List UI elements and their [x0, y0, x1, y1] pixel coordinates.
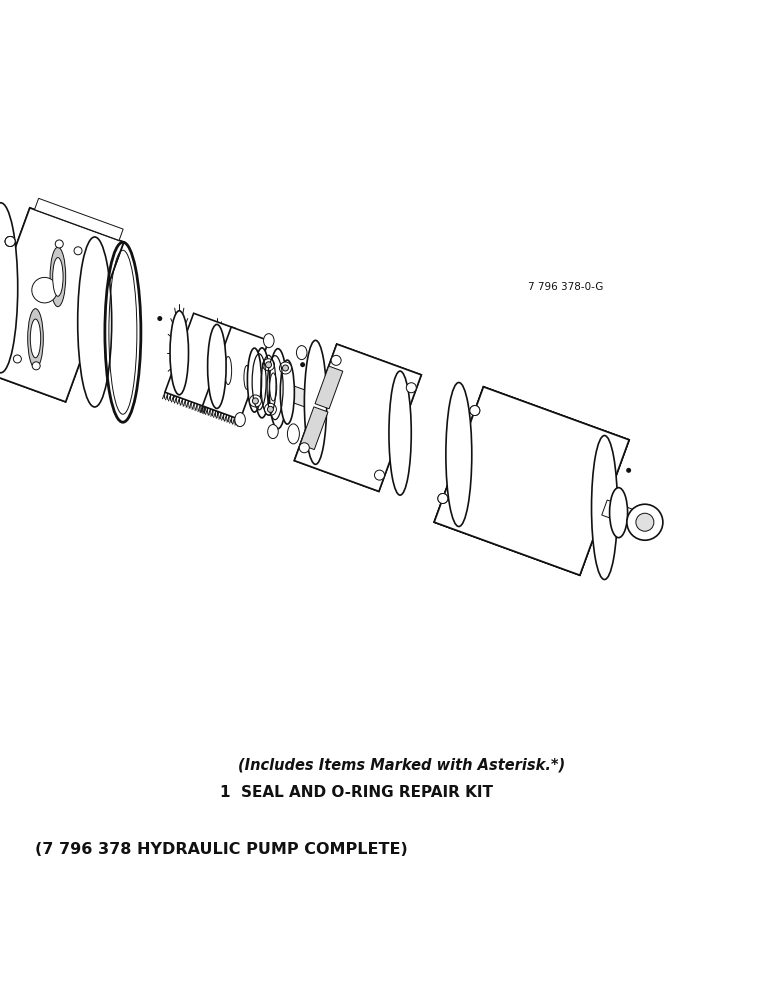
Ellipse shape — [30, 319, 41, 358]
Ellipse shape — [28, 309, 43, 368]
Circle shape — [636, 513, 654, 531]
Ellipse shape — [287, 424, 300, 444]
Polygon shape — [177, 345, 318, 410]
Polygon shape — [434, 387, 629, 575]
Circle shape — [32, 362, 40, 370]
Circle shape — [266, 362, 272, 368]
Polygon shape — [227, 360, 251, 389]
Ellipse shape — [78, 237, 112, 407]
Ellipse shape — [280, 360, 294, 424]
Ellipse shape — [591, 436, 618, 580]
Polygon shape — [601, 500, 645, 529]
Ellipse shape — [296, 346, 307, 360]
Polygon shape — [294, 344, 422, 491]
Circle shape — [300, 362, 305, 367]
Ellipse shape — [610, 488, 628, 538]
Polygon shape — [434, 387, 629, 575]
Text: (7 796 378 HYDRAULIC PUMP COMPLETE): (7 796 378 HYDRAULIC PUMP COMPLETE) — [35, 842, 408, 857]
Circle shape — [74, 247, 82, 255]
Circle shape — [252, 398, 259, 404]
Ellipse shape — [269, 349, 286, 429]
Polygon shape — [165, 313, 235, 407]
Circle shape — [279, 362, 292, 374]
Ellipse shape — [304, 340, 327, 464]
Circle shape — [13, 355, 22, 363]
Circle shape — [470, 406, 480, 416]
Circle shape — [331, 355, 341, 365]
Circle shape — [300, 443, 310, 453]
Circle shape — [438, 493, 448, 503]
Circle shape — [262, 359, 275, 371]
Ellipse shape — [268, 425, 278, 439]
Circle shape — [267, 406, 273, 412]
Ellipse shape — [446, 383, 472, 527]
Circle shape — [438, 493, 448, 503]
Ellipse shape — [0, 203, 18, 373]
Ellipse shape — [254, 348, 269, 418]
Circle shape — [374, 470, 384, 480]
Circle shape — [470, 406, 480, 416]
Polygon shape — [300, 407, 328, 450]
Polygon shape — [35, 198, 124, 240]
Ellipse shape — [389, 371, 411, 495]
Polygon shape — [202, 327, 269, 420]
Ellipse shape — [170, 311, 188, 395]
Text: 1  SEAL AND O-RING REPAIR KIT: 1 SEAL AND O-RING REPAIR KIT — [220, 785, 493, 800]
Polygon shape — [315, 366, 343, 409]
Ellipse shape — [247, 348, 262, 412]
Ellipse shape — [208, 324, 226, 408]
Ellipse shape — [52, 258, 63, 296]
Circle shape — [627, 504, 663, 540]
Circle shape — [56, 240, 63, 248]
Polygon shape — [294, 344, 422, 491]
Polygon shape — [208, 352, 233, 384]
Ellipse shape — [225, 357, 232, 385]
Text: 7 796 378-0-G: 7 796 378-0-G — [528, 282, 604, 292]
Circle shape — [406, 383, 416, 393]
Text: (Includes Items Marked with Asterisk.*): (Includes Items Marked with Asterisk.*) — [238, 758, 565, 773]
Circle shape — [5, 236, 15, 246]
Circle shape — [249, 395, 262, 407]
Circle shape — [5, 236, 15, 246]
Polygon shape — [0, 208, 124, 402]
Circle shape — [5, 236, 15, 246]
Ellipse shape — [263, 334, 274, 348]
Polygon shape — [0, 208, 124, 402]
Ellipse shape — [269, 373, 276, 401]
Circle shape — [283, 365, 289, 371]
Polygon shape — [245, 365, 278, 400]
Ellipse shape — [32, 277, 57, 303]
Ellipse shape — [50, 247, 66, 307]
Circle shape — [157, 316, 162, 321]
Ellipse shape — [244, 365, 250, 389]
Circle shape — [626, 468, 631, 473]
Circle shape — [265, 403, 276, 415]
Polygon shape — [434, 387, 629, 575]
Ellipse shape — [235, 413, 245, 427]
